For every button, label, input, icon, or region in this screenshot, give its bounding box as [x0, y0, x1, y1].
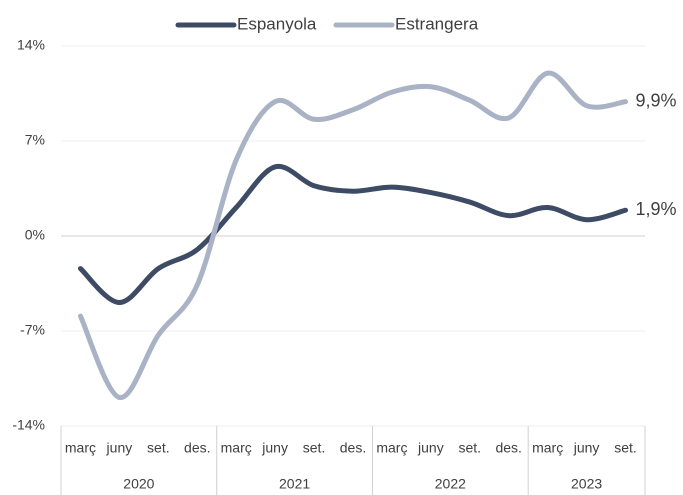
- x-tick-label: març: [65, 440, 96, 456]
- y-tick-label: 0%: [25, 227, 45, 243]
- x-tick-label: des.: [184, 440, 210, 456]
- series-line: [77, 163, 629, 306]
- x-group-label: 2020: [123, 476, 154, 492]
- x-tick-label: juny: [417, 440, 444, 456]
- x-tick-label: juny: [106, 440, 133, 456]
- x-tick-label: des.: [495, 440, 521, 456]
- data-label: 9,9%: [636, 90, 677, 110]
- x-tick-label: set.: [614, 440, 637, 456]
- x-tick-label: set.: [147, 440, 170, 456]
- data-label: 1,9%: [636, 199, 677, 219]
- x-tick-label: set.: [459, 440, 482, 456]
- y-tick-label: -7%: [20, 322, 45, 338]
- y-tick-label: -14%: [12, 417, 45, 433]
- x-tick-label: març: [221, 440, 252, 456]
- y-tick-label: 7%: [25, 132, 45, 148]
- x-tick-label: des.: [340, 440, 366, 456]
- legend-label: Espanyola: [237, 14, 317, 33]
- legend-label: Estrangera: [395, 14, 479, 33]
- x-tick-label: març: [376, 440, 407, 456]
- x-tick-label: juny: [261, 440, 288, 456]
- y-tick-label: 14%: [17, 37, 45, 53]
- series-line: [77, 70, 629, 400]
- x-tick-label: març: [532, 440, 563, 456]
- x-tick-label: juny: [573, 440, 600, 456]
- x-tick-label: set.: [303, 440, 326, 456]
- x-group-label: 2021: [279, 476, 310, 492]
- x-group-label: 2023: [571, 476, 602, 492]
- x-group-label: 2022: [435, 476, 466, 492]
